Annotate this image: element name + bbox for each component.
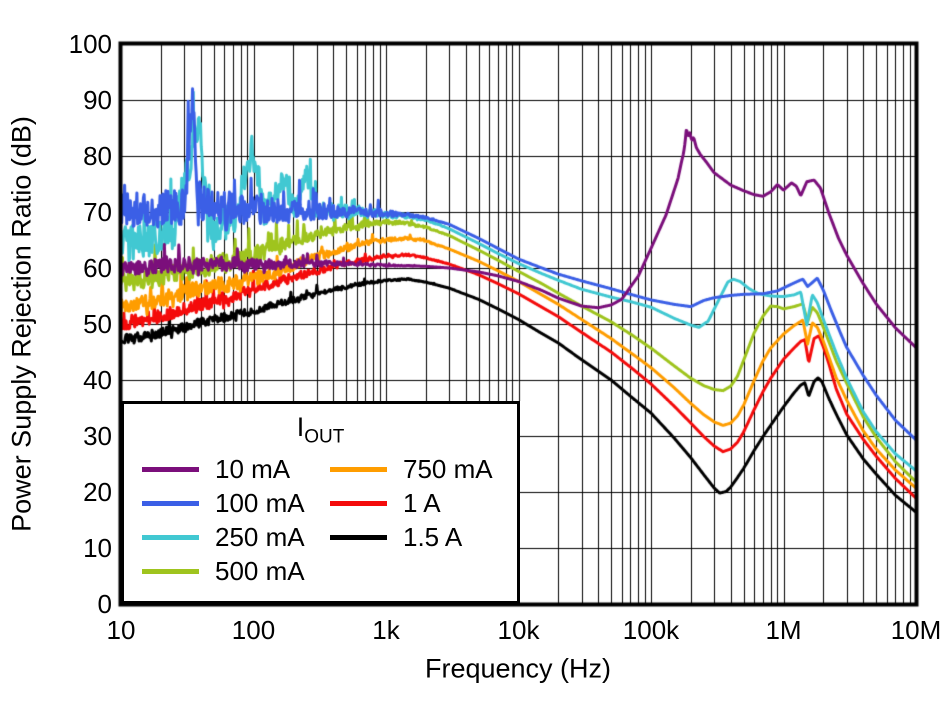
y-tick-label: 0 xyxy=(97,589,112,619)
x-tick-label: 1k xyxy=(372,615,400,645)
y-tick-label: 10 xyxy=(83,533,112,563)
y-tick-label: 40 xyxy=(83,365,112,395)
legend-label: 750 mA xyxy=(403,453,493,484)
legend-label: 1.5 A xyxy=(403,521,463,552)
legend-item: 10 mA xyxy=(142,452,330,486)
legend-item: 750 mA xyxy=(330,452,493,486)
y-tick-label: 70 xyxy=(83,197,112,227)
legend-item: 1 A xyxy=(330,486,493,520)
legend-swatch xyxy=(142,500,199,506)
legend-swatch xyxy=(142,568,199,574)
legend-title-symbol: I xyxy=(296,412,305,442)
legend-column-1: 10 mA 100 mA 250 mA 500 mA xyxy=(142,452,330,588)
y-tick-label: 60 xyxy=(83,253,112,283)
x-tick-label: 10 xyxy=(106,615,136,645)
legend-swatch xyxy=(142,534,199,540)
y-tick-label: 80 xyxy=(83,141,112,171)
legend-swatch xyxy=(330,534,387,540)
legend-label: 1 A xyxy=(403,487,441,518)
x-tick-label: 10M xyxy=(890,615,942,645)
x-tick-label: 10k xyxy=(497,615,540,645)
legend-title-subscript: OUT xyxy=(304,426,345,448)
y-tick-label: 20 xyxy=(83,477,112,507)
legend-column-2: 750 mA 1 A 1.5 A xyxy=(330,452,493,588)
legend-item: 1.5 A xyxy=(330,520,493,554)
x-tick-label: 1M xyxy=(765,615,802,645)
legend-swatch xyxy=(330,500,387,506)
legend-columns: 10 mA 100 mA 250 mA 500 mA 750 mA 1 A 1.5 A xyxy=(124,452,517,588)
legend-item: 500 mA xyxy=(142,554,330,588)
y-tick-label: 100 xyxy=(68,29,112,59)
x-axis-title: Frequency (Hz) xyxy=(424,653,612,684)
y-tick-label: 30 xyxy=(83,421,112,451)
legend-swatch xyxy=(142,466,199,472)
legend-label: 100 mA xyxy=(215,487,305,518)
y-tick-label: 90 xyxy=(83,85,112,115)
legend-label: 500 mA xyxy=(215,555,305,586)
legend-item: 100 mA xyxy=(142,486,330,520)
legend-label: 10 mA xyxy=(215,453,291,484)
x-tick-label: 100 xyxy=(231,615,276,645)
x-tick-label: 100k xyxy=(622,615,680,645)
legend-item: 250 mA xyxy=(142,520,330,554)
legend: IOUT 10 mA 100 mA 250 mA 500 mA 750 mA 1 A 1.… xyxy=(121,401,520,604)
legend-label: 250 mA xyxy=(215,521,305,552)
legend-swatch xyxy=(330,466,387,472)
y-tick-label: 50 xyxy=(83,309,112,339)
legend-title: IOUT xyxy=(124,412,517,448)
